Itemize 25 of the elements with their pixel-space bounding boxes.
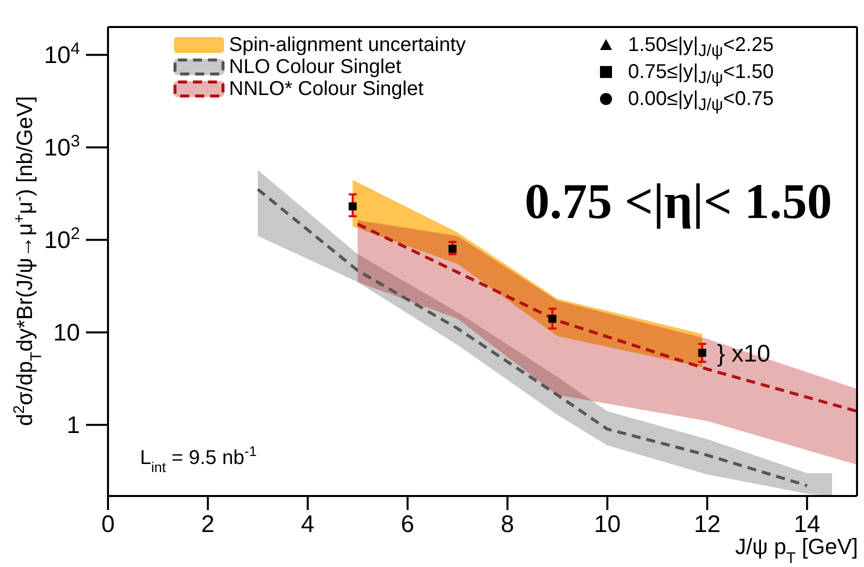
point [548,314,556,323]
legend-label: 0.75≤|y|$_{J/ψ}$<1.50 [628,61,774,88]
x-tick-label: 8 [500,511,514,538]
y-tick-label: 10$^{2}$ [44,223,80,254]
legend-label: NLO Colour Singlet [229,56,402,78]
annotation: 0.75 <|η|< 1.50 [524,173,832,229]
annotation: L$_{int}$ = 9.5 nb$^{-1}$ [140,443,257,475]
y-tick-label: 1 [66,412,80,439]
annotation: } x10 [717,340,770,368]
x-tick-label: 6 [400,511,414,538]
y-tick-label: 10$^{4}$ [44,38,80,69]
legend-label: Spin-alignment uncertainty [229,34,466,56]
point [448,244,457,253]
x-tick-label: 0 [101,511,115,538]
x-tick-label: 10 [594,511,621,538]
y-tick-label: 10$^{3}$ [44,130,80,162]
legend-label: 0.00≤|y|$_{J/ψ}$<0.75 [628,88,774,115]
x-tick-label: 4 [301,511,314,538]
legend-label: NNLO* Colour Singlet [229,78,424,100]
y-tick-label: 10 [53,319,80,346]
legend-label: 1.50≤|y|$_{J/ψ}$<2.25 [628,34,774,61]
point [698,348,706,357]
x-tick-label: 2 [201,511,215,538]
point [348,202,357,210]
x-tick-label: 12 [694,511,721,538]
